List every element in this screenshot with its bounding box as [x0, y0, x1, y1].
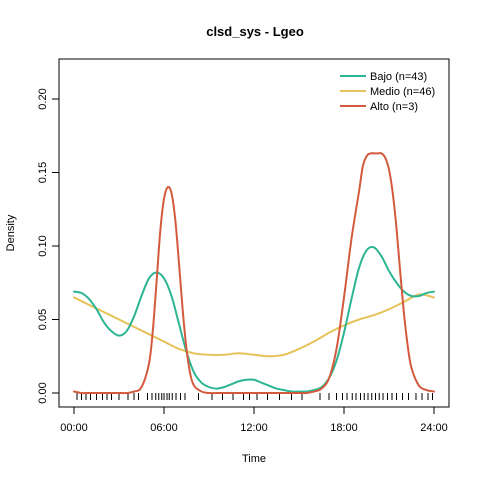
x-tick-label: 00:00 — [60, 422, 88, 434]
series-lines — [73, 152, 435, 395]
y-axis-label: Density — [5, 214, 17, 251]
y-tick-label: 0.10 — [37, 235, 49, 256]
rug-marks — [76, 393, 433, 400]
x-tick-label: 06:00 — [150, 422, 178, 434]
y-tick-label: 0.00 — [37, 382, 49, 403]
series-line-alto — [73, 152, 435, 395]
y-tick-label: 0.05 — [37, 309, 49, 330]
legend-label-alto: Alto (n=3) — [370, 101, 418, 113]
y-axis: 0.00 0.05 0.10 0.15 0.20 — [37, 88, 60, 404]
x-tick-label: 12:00 — [240, 422, 268, 434]
series-line-bajo — [73, 246, 435, 393]
x-axis: 00:00 06:00 12:00 18:00 24:00 — [60, 406, 448, 434]
chart-title: clsd_sys - Lgeo — [206, 24, 304, 39]
x-axis-label: Time — [242, 453, 266, 465]
x-tick-label: 18:00 — [330, 422, 358, 434]
legend: Bajo (n=43) Medio (n=46) Alto (n=3) — [340, 71, 435, 113]
series-line-medio — [73, 293, 435, 358]
legend-label-medio: Medio (n=46) — [370, 86, 435, 98]
y-tick-label: 0.20 — [37, 88, 49, 109]
x-tick-label: 24:00 — [420, 422, 448, 434]
legend-label-bajo: Bajo (n=43) — [370, 71, 427, 83]
y-tick-label: 0.15 — [37, 162, 49, 183]
